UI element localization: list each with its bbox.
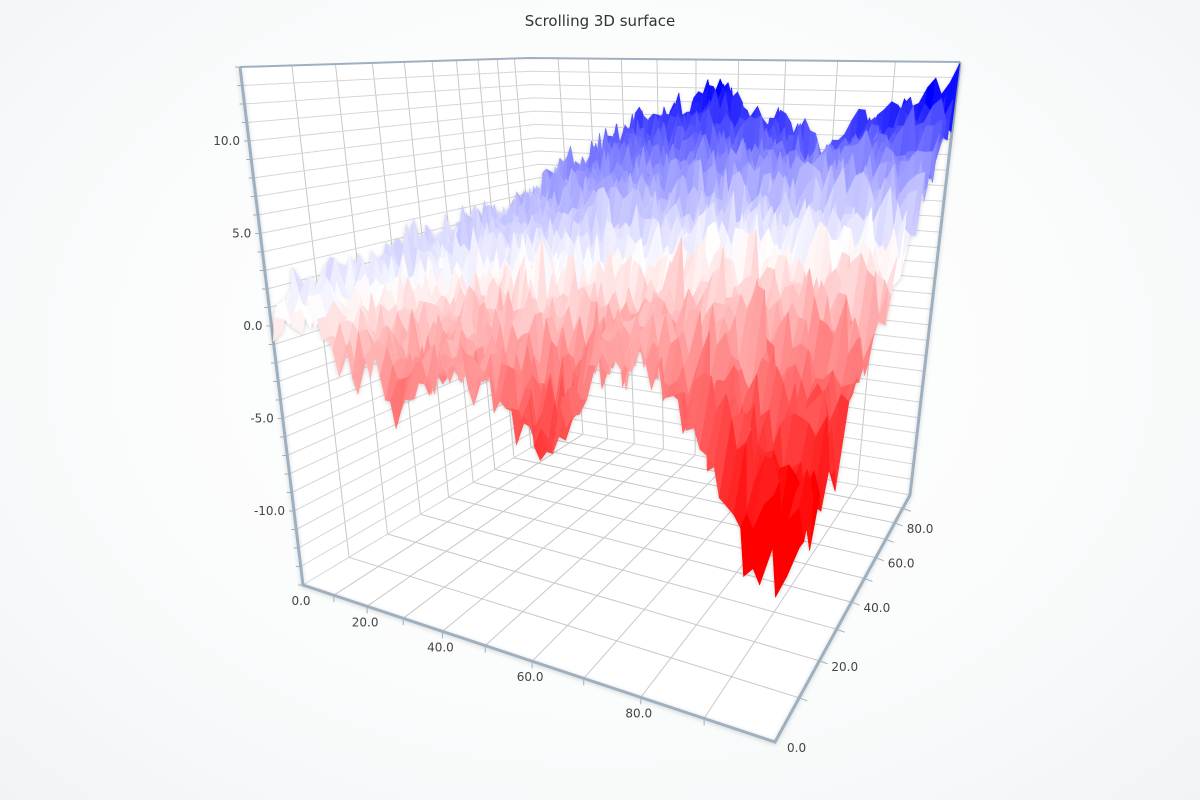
z-tick <box>798 697 808 702</box>
axis-top-edge <box>239 56 961 68</box>
grid-line-y <box>246 97 955 123</box>
grid-line-y <box>248 110 953 142</box>
chart-title: Scrolling 3D surface <box>524 12 676 30</box>
grid-line-y <box>242 70 959 86</box>
axes <box>235 56 962 744</box>
surface-mesh <box>273 63 961 598</box>
z-tick <box>894 522 903 527</box>
z-tick <box>836 628 845 633</box>
z-tick <box>851 601 860 606</box>
z-tick <box>875 557 884 562</box>
grid-line-y <box>244 84 957 105</box>
axis-frame <box>238 61 962 744</box>
z-tick <box>819 660 828 665</box>
z-tick <box>864 577 873 582</box>
z-tick <box>885 538 894 543</box>
z-tick <box>902 507 911 512</box>
